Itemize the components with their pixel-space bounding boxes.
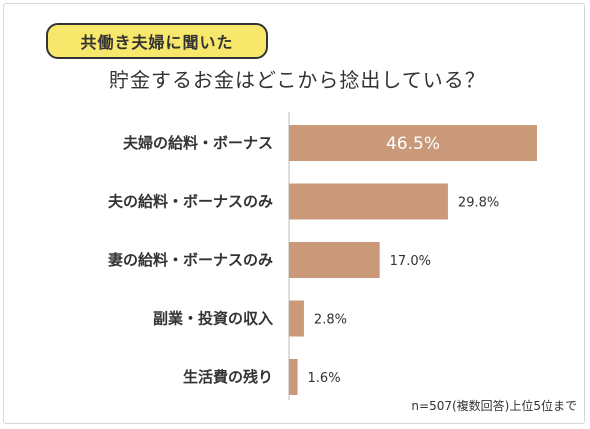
category-label-5: 生活費の残り	[183, 368, 273, 386]
bar-4	[289, 300, 304, 337]
value-label-1: 46.5%	[386, 134, 440, 154]
value-label-3: 17.0%	[390, 254, 431, 269]
bar-3	[289, 242, 380, 278]
category-label-2: 夫の給料・ボーナスのみ	[108, 193, 273, 211]
footnote: n=507(複数回答)上位5位まで	[411, 399, 577, 413]
bar-1	[289, 125, 537, 161]
value-label-5: 1.6%	[308, 371, 341, 386]
category-label-4: 副業・投資の収入	[153, 310, 273, 328]
bar-5	[289, 359, 298, 395]
value-label-2: 29.8%	[458, 196, 499, 211]
value-label-4: 2.8%	[314, 313, 347, 328]
chart-title: 貯金するお金はどこから捻出している？	[109, 68, 486, 92]
category-label-3: 妻の給料・ボーナスのみ	[108, 251, 273, 269]
category-label-1: 夫婦の給料・ボーナス	[123, 134, 273, 152]
bar-2	[289, 183, 448, 220]
survey-tag: 共働き夫婦に聞いた	[46, 23, 268, 59]
